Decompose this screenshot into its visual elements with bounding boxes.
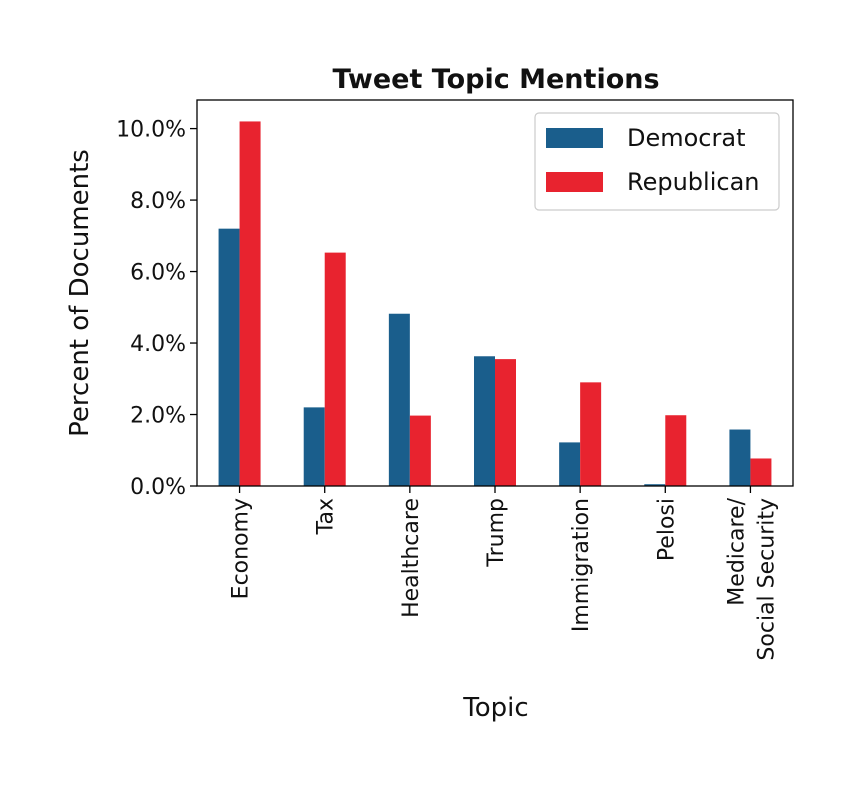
- bar-republican-6: [750, 458, 772, 486]
- legend: Democrat Republican: [534, 112, 780, 211]
- y-tick-label: 6.0%: [130, 261, 186, 286]
- bar-republican-2: [409, 415, 431, 486]
- x-axis-label: Topic: [462, 693, 528, 723]
- legend-swatch-republican: [546, 172, 603, 192]
- bar-democrat-0: [218, 228, 240, 486]
- bar-democrat-3: [474, 356, 495, 486]
- y-tick-label: 2.0%: [130, 404, 186, 429]
- x-tick-label: Medicare/: [724, 497, 749, 605]
- x-axis: Economy Tax Healthcare Trump Immigration Pelo…: [229, 486, 779, 661]
- x-tick-label: Healthcare: [399, 498, 424, 618]
- x-tick-label: Immigration: [569, 498, 594, 632]
- x-tick-label: Economy: [229, 498, 254, 599]
- y-tick-label: 8.0%: [130, 189, 186, 214]
- bar-republican-1: [324, 252, 346, 486]
- x-tick-label: Social Security: [754, 498, 779, 661]
- y-tick-label: 4.0%: [130, 332, 186, 357]
- bar-republican-5: [665, 415, 687, 486]
- y-tick-label: 10.0%: [116, 118, 186, 143]
- bar-democrat-4: [559, 442, 581, 486]
- bar-republican-3: [495, 359, 516, 486]
- chart-title: Tweet Topic Mentions: [332, 64, 659, 95]
- x-tick-label: Tax: [314, 498, 339, 535]
- bar-democrat-6: [729, 429, 751, 486]
- bar-democrat-2: [388, 313, 410, 486]
- bars-group: [218, 121, 772, 486]
- x-tick-label: Trump: [484, 498, 509, 568]
- y-axis-label: Percent of Documents: [65, 149, 95, 437]
- legend-label-republican: Republican: [627, 168, 760, 196]
- bar-republican-4: [580, 382, 602, 486]
- bar-republican-0: [239, 121, 261, 486]
- y-axis: 0.0% 2.0% 4.0% 6.0% 8.0% 10.0%: [116, 118, 197, 500]
- legend-label-democrat: Democrat: [627, 124, 746, 152]
- y-tick-label: 0.0%: [130, 475, 186, 500]
- bar-democrat-1: [303, 407, 325, 486]
- bar-democrat-5: [644, 484, 666, 486]
- x-tick-label: Pelosi: [654, 498, 679, 561]
- legend-swatch-democrat: [546, 128, 603, 148]
